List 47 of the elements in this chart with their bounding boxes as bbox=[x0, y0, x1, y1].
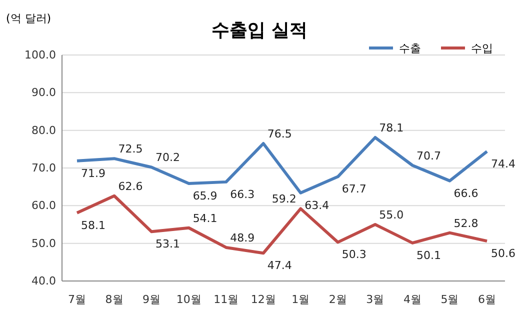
data-label: 48.9 bbox=[230, 231, 255, 244]
data-label: 47.4 bbox=[267, 259, 292, 272]
legend-label: 수출 bbox=[399, 42, 421, 55]
x-tick-label: 4월 bbox=[403, 292, 422, 306]
x-tick-label: 1월 bbox=[292, 292, 310, 306]
y-axis-title: (억 달러) bbox=[6, 12, 52, 25]
y-tick-label: 100.0 bbox=[24, 48, 56, 62]
y-tick-label: 40.0 bbox=[32, 274, 56, 288]
data-label: 74.4 bbox=[491, 157, 516, 170]
data-label: 76.5 bbox=[267, 128, 292, 141]
x-tick-label: 8월 bbox=[105, 292, 124, 306]
data-label: 55.0 bbox=[379, 208, 404, 222]
x-tick-label: 3월 bbox=[366, 292, 384, 306]
data-label: 71.9 bbox=[81, 166, 106, 180]
data-label: 70.2 bbox=[156, 151, 180, 164]
data-label: 63.4 bbox=[304, 198, 330, 212]
data-label: 50.6 bbox=[491, 247, 516, 260]
y-tick-label: 50.0 bbox=[32, 236, 56, 250]
x-tick-label: 12월 bbox=[250, 292, 276, 306]
data-label: 72.5 bbox=[118, 142, 143, 156]
x-tick-label: 11월 bbox=[214, 292, 239, 306]
x-tick-label: 10월 bbox=[176, 292, 202, 306]
data-label: 65.9 bbox=[192, 189, 218, 202]
data-label: 52.8 bbox=[454, 216, 478, 230]
x-tick-label: 2월 bbox=[328, 292, 347, 306]
chart-title: 수출입 실적 bbox=[211, 20, 308, 41]
data-label: 50.3 bbox=[342, 248, 366, 262]
data-label: 50.1 bbox=[416, 248, 441, 262]
data-label: 78.1 bbox=[379, 121, 404, 134]
data-label: 67.7 bbox=[342, 182, 366, 196]
data-label: 53.1 bbox=[156, 238, 180, 251]
legend-label: 수입 bbox=[471, 42, 493, 55]
data-label: 66.3 bbox=[230, 188, 255, 201]
data-label: 62.6 bbox=[118, 180, 143, 193]
data-label: 58.1 bbox=[81, 218, 106, 232]
data-label: 59.2 bbox=[272, 192, 296, 206]
x-tick-label: 7월 bbox=[68, 292, 86, 306]
x-tick-label: 6월 bbox=[478, 292, 496, 306]
x-tick-label: 9월 bbox=[142, 292, 161, 306]
y-tick-label: 90.0 bbox=[32, 86, 56, 100]
data-label: 66.6 bbox=[454, 186, 478, 200]
y-tick-label: 70.0 bbox=[32, 162, 56, 175]
data-label: 54.1 bbox=[192, 212, 218, 225]
x-tick-label: 5월 bbox=[440, 292, 459, 306]
data-label: 70.7 bbox=[416, 149, 441, 162]
y-tick-label: 60.0 bbox=[32, 199, 56, 212]
y-tick-label: 80.0 bbox=[32, 124, 56, 137]
